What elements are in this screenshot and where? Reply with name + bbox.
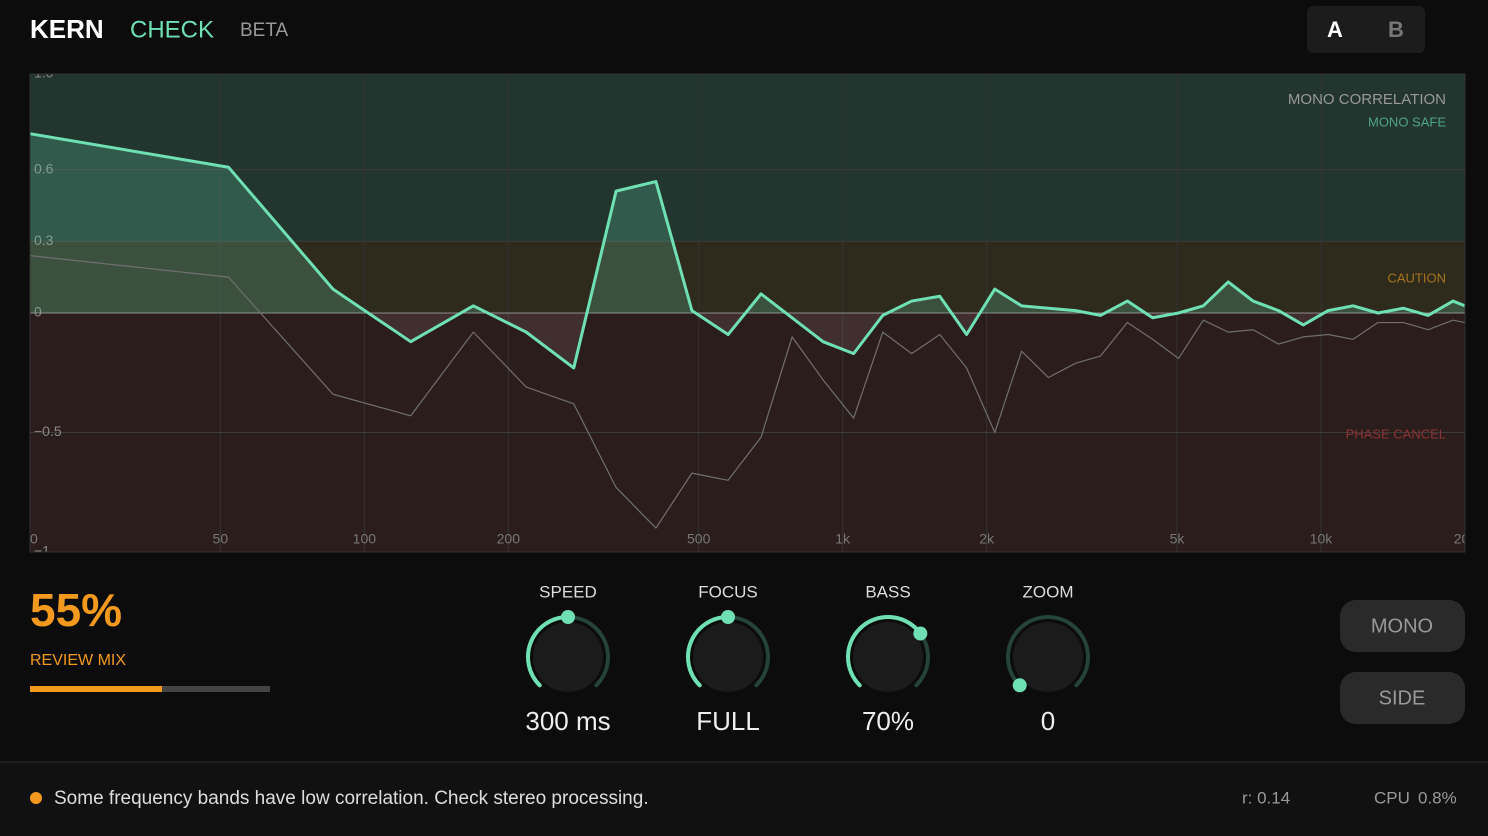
zone-label: MONO SAFE (1368, 114, 1446, 129)
x-tick-label: 200 (497, 531, 521, 547)
cpu-value: 0.8% (1418, 788, 1457, 807)
knob-value: 70% (862, 706, 914, 736)
y-tick-label: −1 (34, 543, 50, 559)
x-tick-label: 500 (687, 531, 711, 547)
status-bar (0, 762, 1488, 836)
x-tick-label: 100 (353, 531, 377, 547)
knob-dot[interactable] (561, 610, 575, 624)
y-tick-label: 0 (34, 304, 42, 320)
knob-dot[interactable] (721, 610, 735, 624)
series-line (30, 132, 1465, 370)
x-tick-label: 1k (835, 531, 851, 547)
knob-arc (846, 615, 923, 688)
knob-label: ZOOM (1023, 582, 1074, 601)
knob-dot[interactable] (1012, 678, 1027, 693)
knob-body[interactable] (853, 622, 923, 692)
knob-body[interactable] (693, 622, 763, 692)
mode-button-label[interactable]: MONO (1371, 615, 1433, 637)
zone (30, 241, 1465, 313)
knob-body[interactable] (533, 622, 603, 692)
ab-option[interactable]: B (1388, 17, 1404, 42)
review-mix-fill (30, 686, 162, 692)
knob-label: BASS (865, 582, 910, 601)
zone-label: CAUTION (1388, 270, 1447, 285)
x-tick-label: 20k (1454, 531, 1478, 547)
cpu-label: CPU (1374, 788, 1410, 807)
knob-value: 300 ms (525, 706, 610, 736)
y-tick-label: 0.6 (34, 160, 54, 176)
knob-value: FULL (696, 706, 760, 736)
x-tick-label: 10k (1310, 531, 1334, 547)
x-tick-label: 50 (213, 531, 229, 547)
knob-arc (526, 615, 570, 688)
review-mix-caption: REVIEW MIX (30, 652, 126, 669)
mode-button-label[interactable]: SIDE (1379, 687, 1426, 709)
knob-dot[interactable] (913, 626, 928, 641)
knob-label: SPEED (539, 582, 597, 601)
ab-option[interactable]: A (1327, 17, 1343, 42)
mode-button[interactable] (1340, 600, 1465, 652)
product: CHECK (130, 16, 214, 43)
series-line (30, 255, 1465, 529)
tag: BETA (240, 20, 289, 41)
x-tick-label: 5k (1170, 531, 1186, 547)
status-message: Some frequency bands have low correlatio… (54, 788, 649, 809)
brand: KERN (30, 14, 104, 44)
ab-toggle[interactable] (1307, 6, 1425, 53)
knob-track (1006, 614, 1090, 688)
plot: −1 −0.5 0 0.3 0.6 1.0 20 50 100 200 500 1k 2k 5k 10k 20… (22, 65, 1478, 559)
y-tick-label: 0.3 (34, 232, 54, 248)
x-tick-label: 2k (979, 531, 995, 547)
plot-frame (29, 73, 1466, 553)
review-mix-value: 55% (30, 584, 122, 636)
chart-title: MONO CORRELATION (1288, 91, 1446, 108)
area-fill (30, 133, 1465, 313)
x-tick-label: 20 (22, 531, 38, 547)
zone-label: PHASE CANCEL (1346, 426, 1446, 441)
knob-body[interactable] (1013, 622, 1083, 692)
status-dot (30, 792, 42, 804)
y-tick-label: 1.0 (34, 65, 54, 81)
knob-arc (686, 615, 730, 688)
correlation-readout: r: 0.14 (1242, 788, 1290, 807)
knob-label: FOCUS (698, 582, 758, 601)
mode-button[interactable] (1340, 672, 1465, 724)
y-tick-label: −0.5 (34, 423, 62, 439)
knob-value: 0 (1041, 706, 1055, 736)
